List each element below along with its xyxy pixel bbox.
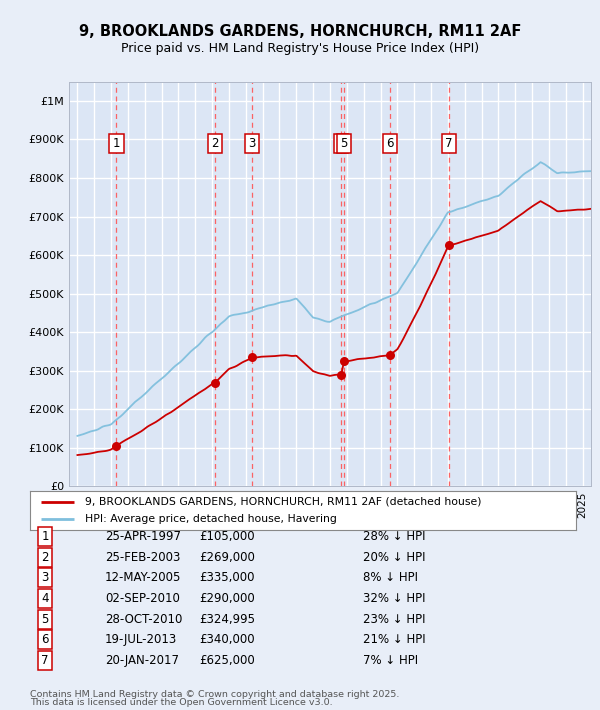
Text: 25-APR-1997: 25-APR-1997 [105, 530, 181, 543]
Text: £340,000: £340,000 [199, 633, 255, 646]
Text: £335,000: £335,000 [199, 572, 255, 584]
Text: 3: 3 [41, 572, 49, 584]
Text: 19-JUL-2013: 19-JUL-2013 [105, 633, 177, 646]
Text: 12-MAY-2005: 12-MAY-2005 [105, 572, 181, 584]
Text: HPI: Average price, detached house, Havering: HPI: Average price, detached house, Have… [85, 514, 337, 524]
Text: 20% ↓ HPI: 20% ↓ HPI [363, 551, 425, 564]
Text: 7% ↓ HPI: 7% ↓ HPI [363, 654, 418, 667]
Text: 1: 1 [113, 137, 120, 150]
Text: 4: 4 [41, 592, 49, 605]
Text: 3: 3 [248, 137, 256, 150]
Text: £324,995: £324,995 [199, 613, 255, 626]
Text: 25-FEB-2003: 25-FEB-2003 [105, 551, 181, 564]
Text: 8% ↓ HPI: 8% ↓ HPI [363, 572, 418, 584]
Text: 5: 5 [41, 613, 49, 626]
Text: 02-SEP-2010: 02-SEP-2010 [105, 592, 180, 605]
Text: 28-OCT-2010: 28-OCT-2010 [105, 613, 182, 626]
Text: 21% ↓ HPI: 21% ↓ HPI [363, 633, 425, 646]
Text: Price paid vs. HM Land Registry's House Price Index (HPI): Price paid vs. HM Land Registry's House … [121, 42, 479, 55]
Text: £105,000: £105,000 [199, 530, 255, 543]
Text: 9, BROOKLANDS GARDENS, HORNCHURCH, RM11 2AF: 9, BROOKLANDS GARDENS, HORNCHURCH, RM11 … [79, 24, 521, 40]
Text: 23% ↓ HPI: 23% ↓ HPI [363, 613, 425, 626]
Text: 32% ↓ HPI: 32% ↓ HPI [363, 592, 425, 605]
Text: £625,000: £625,000 [199, 654, 255, 667]
Text: 6: 6 [41, 633, 49, 646]
Text: £290,000: £290,000 [199, 592, 255, 605]
Text: 5: 5 [340, 137, 347, 150]
Text: 1: 1 [41, 530, 49, 543]
Text: This data is licensed under the Open Government Licence v3.0.: This data is licensed under the Open Gov… [30, 699, 332, 707]
Text: 6: 6 [386, 137, 394, 150]
Text: 7: 7 [445, 137, 452, 150]
Text: 9, BROOKLANDS GARDENS, HORNCHURCH, RM11 2AF (detached house): 9, BROOKLANDS GARDENS, HORNCHURCH, RM11 … [85, 497, 481, 507]
Text: 4: 4 [338, 137, 345, 150]
Text: £269,000: £269,000 [199, 551, 255, 564]
Text: 28% ↓ HPI: 28% ↓ HPI [363, 530, 425, 543]
Text: Contains HM Land Registry data © Crown copyright and database right 2025.: Contains HM Land Registry data © Crown c… [30, 690, 400, 699]
Text: 7: 7 [41, 654, 49, 667]
Text: 2: 2 [41, 551, 49, 564]
Text: 20-JAN-2017: 20-JAN-2017 [105, 654, 179, 667]
Text: 2: 2 [211, 137, 218, 150]
